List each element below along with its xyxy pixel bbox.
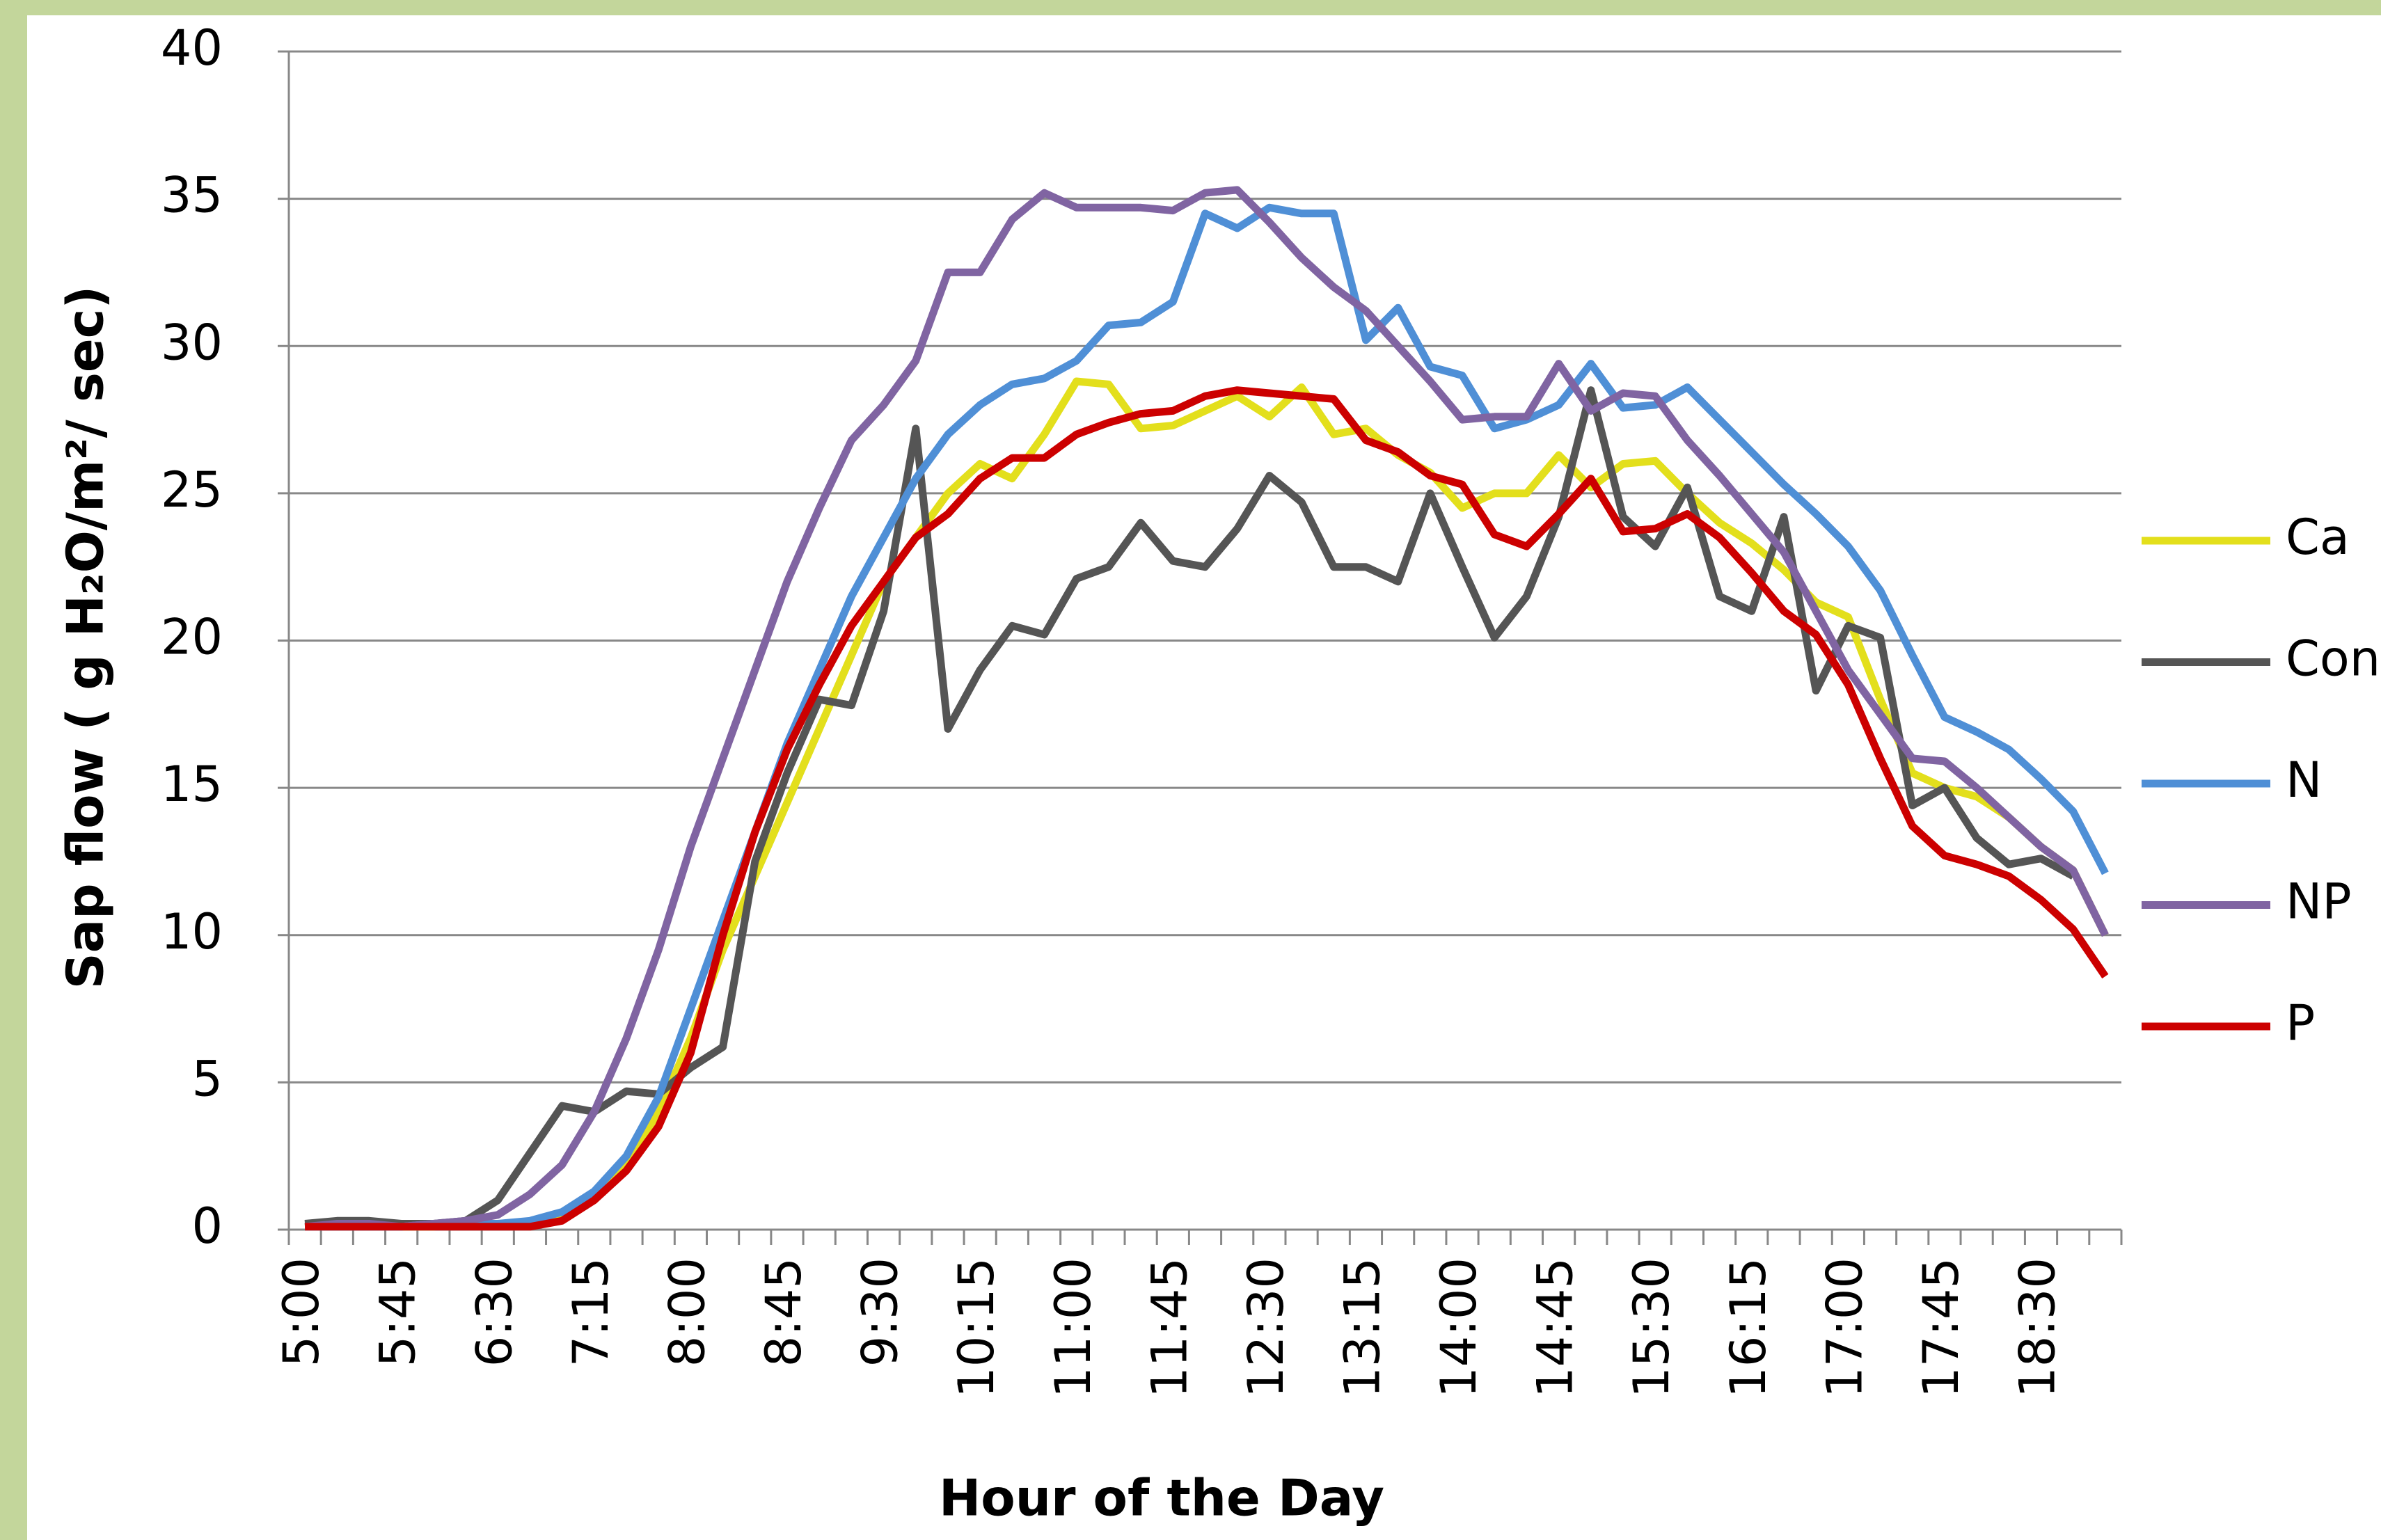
x-axis-title: Hour of the Day xyxy=(939,1469,1384,1527)
x-tick-label: 11:45 xyxy=(1141,1257,1198,1398)
legend-label: NP xyxy=(2286,873,2352,930)
x-tick-label: 18:30 xyxy=(2009,1257,2066,1398)
chart-area xyxy=(27,15,2381,1540)
y-tick-label: 5 xyxy=(191,1050,223,1107)
series-line xyxy=(305,386,2109,1231)
x-tick-label: 12:30 xyxy=(1237,1257,1295,1398)
y-tick-label: 0 xyxy=(191,1198,223,1255)
x-tick-label: 6:30 xyxy=(466,1257,523,1367)
x-tick-label: 13:15 xyxy=(1334,1257,1391,1398)
legend-label: P xyxy=(2286,994,2315,1051)
x-tick-label: 9:30 xyxy=(852,1257,909,1367)
y-tick-label: 15 xyxy=(161,756,223,813)
x-tick-label: 10:15 xyxy=(948,1257,1005,1398)
x-tick-label: 11:00 xyxy=(1045,1257,1102,1398)
y-tick-label: 10 xyxy=(161,903,223,960)
x-tick-label: 16:15 xyxy=(1720,1257,1777,1398)
x-tick-label: 5:00 xyxy=(273,1257,330,1367)
x-tick-label: 15:30 xyxy=(1623,1257,1680,1398)
y-tick-label: 20 xyxy=(161,609,223,666)
x-tick-label: 14:45 xyxy=(1527,1257,1584,1398)
x-tick-label: 8:00 xyxy=(658,1257,715,1367)
x-tick-label: 14:00 xyxy=(1430,1257,1487,1398)
x-tick-label: 8:45 xyxy=(755,1257,812,1367)
y-axis-title: Sap flow ( g H₂O/m²/ sec) xyxy=(56,286,115,990)
x-tick-label: 17:00 xyxy=(1816,1257,1873,1398)
legend-label: Con xyxy=(2286,630,2380,688)
series-line xyxy=(304,186,2109,1231)
y-tick-label: 40 xyxy=(161,19,223,77)
y-tick-label: 30 xyxy=(161,314,223,371)
y-tick-label: 35 xyxy=(161,167,223,224)
x-tick-label: 7:15 xyxy=(562,1257,619,1367)
x-tick-label: 5:45 xyxy=(370,1257,427,1367)
x-tick-label: 17:45 xyxy=(1913,1257,1970,1398)
legend-label: N xyxy=(2286,752,2322,809)
series-line xyxy=(305,203,2109,1231)
y-tick-label: 25 xyxy=(161,461,223,518)
legend-label: Ca xyxy=(2286,509,2350,566)
